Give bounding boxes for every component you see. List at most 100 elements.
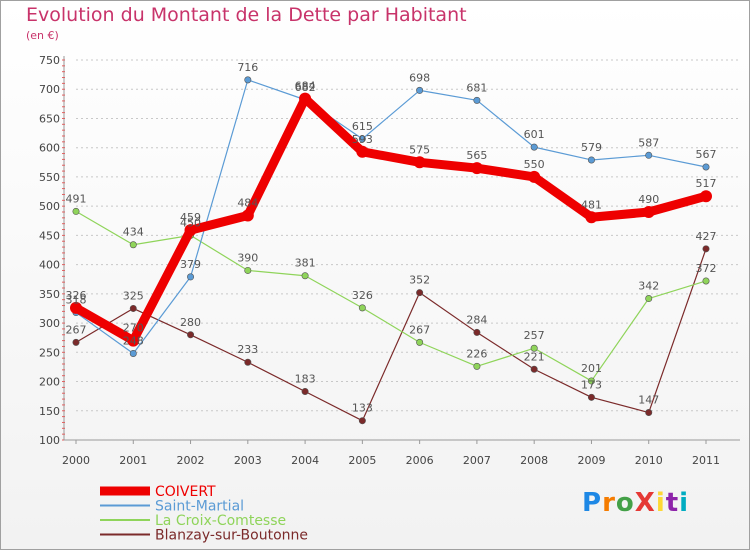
y-tick-label: 500: [39, 200, 60, 213]
data-point: [528, 170, 541, 183]
data-point: [70, 301, 82, 314]
chart-title: Evolution du Montant de la Dette par Hab…: [26, 4, 467, 26]
data-label: 183: [295, 372, 316, 385]
data-label: 173: [581, 378, 602, 391]
data-point: [184, 224, 197, 237]
data-point: [301, 272, 309, 280]
data-label: 684: [295, 80, 316, 93]
data-point: [702, 245, 710, 253]
data-label: 270: [123, 322, 144, 335]
y-tick-label: 650: [39, 112, 60, 125]
data-label: 147: [638, 394, 659, 407]
axes: 100 150 200 250 300 350 400 450 500 550 600 650 700 7…: [39, 54, 740, 467]
data-point: [587, 156, 595, 164]
data-label: 681: [466, 81, 487, 94]
data-label: 280: [180, 316, 201, 329]
data-label: 491: [66, 192, 87, 205]
data-point: [587, 393, 595, 401]
data-label: 615: [352, 120, 373, 133]
data-point: [585, 211, 598, 224]
y-tick-label: 750: [39, 54, 60, 67]
data-point: [244, 76, 252, 84]
data-point: [642, 206, 655, 218]
data-point: [530, 143, 538, 151]
data-point: [187, 331, 195, 339]
y-tick-label: 100: [39, 434, 60, 447]
legend-label: La Croix-Comtesse: [155, 513, 286, 529]
data-labels: 326 270 459 484 684 593 575 565 550 481 490 517 318 2…: [66, 61, 717, 415]
data-label: 381: [295, 257, 316, 270]
data-label: 133: [352, 402, 373, 415]
data-label: 326: [66, 289, 87, 302]
data-point: [358, 417, 366, 425]
logo-letter: r: [602, 488, 616, 518]
data-point: [72, 207, 80, 215]
data-point: [299, 92, 312, 105]
y-tick-label: 450: [39, 229, 60, 242]
data-point: [473, 96, 481, 104]
data-label: 379: [180, 258, 201, 271]
data-point: [645, 151, 653, 159]
data-label: 226: [466, 347, 487, 360]
proxiti-logo: ProXiti: [582, 488, 689, 518]
logo-letter: i: [679, 488, 690, 518]
data-label: 342: [638, 280, 659, 293]
y-tick-label: 250: [39, 346, 60, 359]
data-point: [129, 241, 137, 249]
y-tick-label: 700: [39, 83, 60, 96]
data-point: [129, 304, 137, 312]
y-tick-label: 200: [39, 376, 60, 389]
x-tick-label: 2010: [635, 454, 663, 467]
data-label: 434: [123, 226, 144, 239]
data-point: [413, 156, 426, 169]
x-tick-label: 2002: [177, 454, 205, 467]
x-tick-label: 2000: [62, 454, 90, 467]
series-line: [75, 210, 707, 382]
x-tick-label: 2001: [119, 454, 147, 467]
data-label: 248: [123, 334, 144, 347]
y-tick-label: 350: [39, 288, 60, 301]
data-label: 201: [581, 362, 602, 375]
series-line: [75, 248, 707, 422]
data-label: 698: [409, 71, 430, 84]
data-label: 284: [466, 313, 487, 326]
y-tick-label: 600: [39, 142, 60, 155]
legend-label: COIVERT: [155, 484, 216, 500]
legend-label: Saint-Martial: [155, 499, 244, 515]
data-label: 601: [524, 128, 545, 141]
data-label: 567: [696, 148, 717, 161]
data-label: 326: [352, 289, 373, 302]
data-point: [530, 344, 538, 352]
data-point: [700, 190, 712, 203]
logo-letter: o: [615, 488, 635, 518]
x-tick-label: 2005: [348, 454, 376, 467]
data-point: [358, 304, 366, 312]
data-point: [416, 338, 424, 346]
data-point: [129, 349, 137, 357]
data-point: [473, 328, 481, 336]
data-label: 318: [66, 294, 87, 307]
data-label: 565: [466, 149, 487, 162]
y-tick-label: 550: [39, 171, 60, 184]
data-label: 484: [237, 197, 258, 210]
data-label: 372: [696, 262, 717, 275]
data-label: 390: [237, 251, 258, 264]
y-tick-label: 400: [39, 259, 60, 272]
legend-label: Blanzay-sur-Boutonne: [155, 528, 308, 544]
data-label: 575: [409, 143, 430, 156]
series-line: [71, 94, 711, 346]
data-label: 481: [581, 198, 602, 211]
data-point: [416, 86, 424, 94]
data-label: 352: [409, 274, 430, 287]
x-tick-label: 2011: [692, 454, 720, 467]
logo-letter: t: [665, 488, 680, 518]
series-lines: [70, 76, 712, 425]
data-label: 579: [581, 141, 602, 154]
data-label: 233: [237, 343, 258, 356]
data-point: [702, 277, 710, 285]
data-label: 716: [237, 61, 258, 74]
x-tick-label: 2006: [406, 454, 434, 467]
data-label: 459: [180, 211, 201, 224]
